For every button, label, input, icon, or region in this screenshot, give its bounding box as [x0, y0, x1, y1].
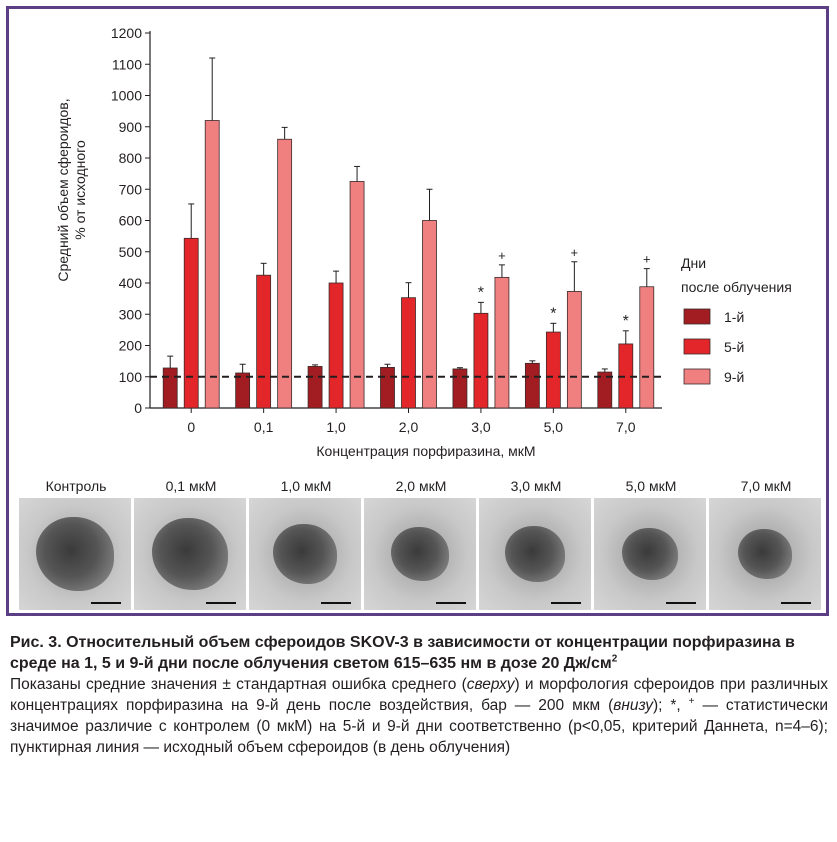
significance-mark: *: [478, 284, 484, 301]
significance-mark: *: [550, 305, 556, 322]
bar: [162, 367, 178, 409]
legend-label: 5-й: [724, 339, 744, 355]
bar: [639, 286, 655, 409]
photo-label: 3,0 мкМ: [510, 478, 562, 494]
y-tick-label: 800: [119, 150, 143, 166]
photo-label: 1,0 мкМ: [280, 478, 332, 494]
spheroid-image: [505, 526, 565, 582]
bar: [256, 274, 272, 409]
y-tick-label: 1000: [111, 88, 142, 104]
bar: [277, 138, 293, 409]
significance-mark: +: [571, 245, 579, 260]
y-tick-label: 300: [119, 306, 143, 322]
photo-label: 5,0 мкМ: [625, 478, 677, 494]
bar: [422, 220, 437, 409]
legend-swatch: [683, 308, 711, 325]
spheroid-image: [152, 518, 228, 590]
bar: [204, 120, 220, 409]
x-tick-label: 7,0: [616, 419, 636, 435]
caption-body-part: Показаны средние значения ± стандартная …: [10, 676, 467, 693]
spheroid-photo: [479, 498, 591, 610]
y-tick-label: 400: [119, 275, 143, 291]
significance-mark: +: [498, 248, 506, 263]
caption-title-superscript: 2: [611, 653, 618, 665]
bar: [401, 297, 416, 409]
bar: [183, 237, 199, 409]
caption-body-superscript: +: [688, 695, 695, 707]
bar: [473, 312, 489, 409]
caption-body-part: ) и морфология сфероидов при различных к…: [10, 676, 828, 714]
bar: [566, 291, 582, 409]
legend-label: 1-й: [724, 309, 744, 325]
caption-body: Показаны средние значения ± стандартная …: [10, 674, 828, 758]
bar: [494, 276, 510, 409]
spheroid-photo: [364, 498, 476, 610]
bar: [307, 366, 323, 409]
scale-bar: [436, 602, 466, 604]
bar: [524, 362, 540, 409]
bar: [380, 366, 395, 409]
spheroid-photo: [594, 498, 706, 610]
y-tick-label: 1200: [111, 25, 142, 41]
figure-caption: Рис. 3. Относительный объем сфероидов SK…: [10, 632, 828, 758]
y-tick-label: 600: [119, 213, 143, 229]
spheroid-image: [36, 517, 114, 591]
spheroid-image: [391, 527, 449, 581]
caption-body-part: ); *,: [652, 697, 689, 714]
y-tick-label: 100: [119, 369, 143, 385]
scale-bar: [321, 602, 351, 604]
bar: [545, 331, 561, 409]
y-tick-label: 900: [119, 119, 143, 135]
x-tick-label: 0,1: [254, 419, 274, 435]
caption-body-emphasis: сверху: [466, 676, 515, 693]
significance-mark: *: [623, 313, 629, 330]
x-tick-label: 3,0: [471, 419, 491, 435]
y-tick-label: 200: [119, 338, 143, 354]
legend-title: после облучения: [681, 279, 792, 295]
spheroid-image: [738, 529, 792, 579]
legend-swatch: [683, 338, 711, 355]
scale-bar: [781, 602, 811, 604]
x-axis-label: Концентрация порфиразина, мкМ: [316, 443, 535, 459]
caption-body-emphasis: внизу: [613, 697, 653, 714]
caption-body-part: — статистически значимое различие с конт…: [10, 697, 828, 756]
bar: [328, 282, 344, 409]
photo-label: 0,1 мкМ: [165, 478, 217, 494]
x-tick-label: 2,0: [399, 419, 419, 435]
x-tick-label: 0: [187, 419, 195, 435]
y-tick-label: 0: [134, 400, 142, 416]
y-axis-label: Средний объем сфероидов,: [55, 98, 71, 281]
significance-mark: +: [643, 252, 651, 267]
y-tick-label: 1100: [112, 56, 142, 72]
spheroid-image: [622, 528, 678, 580]
photo-label: Контроль: [45, 478, 107, 494]
legend-swatch: [683, 368, 711, 385]
x-tick-label: 1,0: [326, 419, 346, 435]
spheroid-image: [273, 524, 337, 584]
bar: [349, 181, 365, 409]
photo-label: 2,0 мкМ: [395, 478, 447, 494]
scale-bar: [666, 602, 696, 604]
legend-title: Дни: [681, 255, 706, 271]
y-tick-label: 500: [119, 244, 143, 260]
bar: [452, 368, 468, 409]
y-axis-label: % от исходного: [72, 140, 88, 240]
y-tick-label: 700: [119, 181, 143, 197]
scale-bar: [91, 602, 121, 604]
spheroid-photo: [709, 498, 821, 610]
spheroid-photo: [134, 498, 246, 610]
caption-title: Рис. 3. Относительный объем сфероидов SK…: [10, 632, 828, 674]
bar-chart: 0 100 200 300 400 500 600 700 800 900 1000 1100 1200…: [55, 25, 792, 459]
x-tick-label: 5,0: [544, 419, 564, 435]
legend-label: 9-й: [724, 369, 744, 385]
caption-title-text: Рис. 3. Относительный объем сфероидов SK…: [10, 634, 795, 672]
bar: [235, 372, 251, 409]
scale-bar: [206, 602, 236, 604]
scale-bar: [551, 602, 581, 604]
spheroid-photo: [249, 498, 361, 610]
spheroid-photo: [19, 498, 131, 610]
photo-label: 7,0 мкМ: [740, 478, 792, 494]
